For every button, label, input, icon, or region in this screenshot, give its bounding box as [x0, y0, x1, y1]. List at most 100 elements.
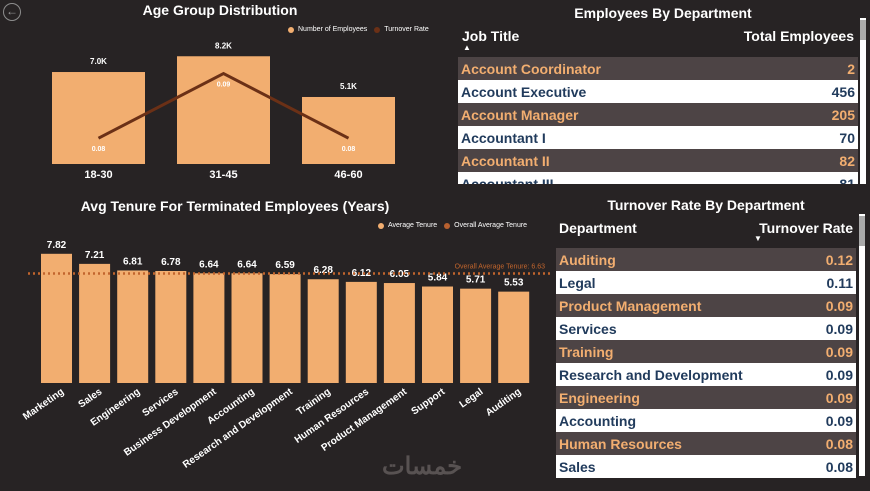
table-row[interactable]: Training 0.09	[556, 340, 856, 363]
emp-table-scroll-thumb[interactable]	[860, 20, 866, 40]
legend-dot-turnover	[374, 26, 381, 33]
row-value: 0.09	[825, 297, 853, 314]
table-row[interactable]: Auditing 0.12	[556, 248, 856, 271]
tenure-bar-data-label: 5.53	[504, 278, 524, 289]
sort-descending-icon[interactable]: ▼	[754, 234, 762, 243]
table-row[interactable]: Accountant II 82	[458, 149, 858, 172]
turnover-data-label: 0.08	[342, 146, 356, 153]
table-row[interactable]: Accountant I 70	[458, 126, 858, 149]
row-value: 70	[839, 129, 855, 146]
back-arrow-icon: ←	[6, 4, 18, 18]
row-value: 2	[847, 60, 855, 77]
row-label: Engineering	[559, 389, 640, 406]
col-header-turnover-rate[interactable]: Turnover Rate	[759, 220, 853, 236]
tenure-chart-legend: Average Tenure Overall Average Tenure	[378, 222, 527, 229]
table-row[interactable]: Engineering 0.09	[556, 386, 856, 409]
age-chart-title: Age Group Distribution	[142, 2, 298, 18]
legend-label-avg-tenure: Average Tenure	[388, 222, 438, 229]
row-label: Services	[559, 320, 617, 337]
tenure-category-label: Sales	[77, 386, 105, 410]
table-row[interactable]: Product Management 0.09	[556, 294, 856, 317]
tenure-category-label: Auditing	[484, 386, 524, 418]
row-value: 0.08	[825, 435, 853, 452]
tenure-bar[interactable]	[41, 253, 72, 383]
tenure-bar[interactable]	[460, 288, 492, 383]
tenure-bar[interactable]	[155, 270, 187, 383]
row-value: 0.09	[825, 366, 853, 383]
row-label: Accountant II	[461, 152, 550, 169]
row-value: 456	[831, 83, 855, 100]
age-bar-data-label: 8.2K	[215, 41, 232, 50]
turnover-data-label: 0.09	[217, 82, 231, 89]
turn-table-scrollbar[interactable]	[859, 214, 865, 476]
sort-ascending-icon[interactable]: ▲	[463, 43, 471, 52]
tenure-chart-title: Avg Tenure For Terminated Employees (Yea…	[80, 198, 390, 214]
legend-label-turnover: Turnover Rate	[384, 26, 429, 33]
tenure-bar[interactable]	[498, 291, 530, 383]
emp-table-title: Employees By Department	[574, 5, 752, 21]
table-row[interactable]: Services 0.09	[556, 317, 856, 340]
tenure-bar[interactable]	[117, 270, 149, 383]
tenure-category-label: Legal	[458, 386, 486, 410]
row-value: 0.09	[825, 343, 853, 360]
tenure-bar[interactable]	[193, 273, 225, 383]
row-value: 205	[831, 106, 855, 123]
age-category-label: 18-30	[84, 169, 112, 181]
row-value: 0.08	[825, 458, 853, 475]
row-value: 0.09	[825, 412, 853, 429]
emp-table-scrollbar[interactable]	[860, 18, 866, 184]
turn-table-title: Turnover Rate By Department	[607, 197, 805, 213]
tenure-bar[interactable]	[269, 274, 301, 383]
overall-average-tenure-label: Overall Average Tenure: 6.63	[455, 263, 546, 270]
watermark-logo: خمسات	[382, 453, 463, 480]
tenure-bar[interactable]	[307, 279, 339, 383]
age-bar-data-label: 5.1K	[340, 82, 357, 91]
legend-dot-overall	[444, 222, 451, 229]
col-header-department[interactable]: Department	[559, 220, 637, 236]
row-label: Accountant I	[461, 129, 546, 146]
table-row[interactable]: Accountant III 81	[458, 172, 858, 184]
tenure-bar[interactable]	[345, 281, 377, 383]
tenure-bar-data-label: 6.64	[237, 259, 257, 270]
table-row[interactable]: Account Manager 205	[458, 103, 858, 126]
tenure-bar-data-label: 6.81	[123, 256, 143, 267]
table-row[interactable]: Sales 0.08	[556, 455, 856, 478]
table-row[interactable]: Research and Development 0.09	[556, 363, 856, 386]
row-label: Product Management	[559, 297, 702, 314]
tenure-category-label: Marketing	[21, 386, 66, 422]
row-label: Account Coordinator	[461, 60, 601, 77]
row-label: Research and Development	[559, 366, 743, 383]
row-value: 0.09	[825, 389, 853, 406]
legend-label-employees: Number of Employees	[298, 26, 368, 33]
tenure-bar[interactable]	[79, 263, 111, 383]
tenure-bar-data-label: 6.59	[275, 260, 295, 271]
table-row[interactable]: Account Coordinator 2	[458, 57, 858, 80]
tenure-bar-data-label: 7.21	[85, 250, 105, 261]
age-bar[interactable]	[302, 96, 395, 164]
turn-table-body: Auditing 0.12 Legal 0.11 Product Managemen…	[556, 248, 856, 478]
table-row[interactable]: Accounting 0.09	[556, 409, 856, 432]
row-label: Account Manager	[461, 106, 579, 123]
row-value: 0.11	[826, 274, 853, 291]
tenure-chart: 7.82Marketing7.21Sales6.81Engineering6.7…	[21, 240, 550, 471]
tenure-bar[interactable]	[422, 286, 453, 383]
row-value: 81	[839, 175, 855, 185]
row-label: Training	[559, 343, 614, 360]
tenure-bar-data-label: 6.12	[352, 268, 372, 279]
col-header-total-employees[interactable]: Total Employees	[743, 28, 854, 44]
back-button[interactable]: ←	[3, 3, 21, 21]
table-row[interactable]: Legal 0.11	[556, 271, 856, 294]
tenure-bar-data-label: 6.64	[199, 259, 219, 270]
table-row[interactable]: Human Resources 0.08	[556, 432, 856, 455]
tenure-bar[interactable]	[383, 283, 415, 383]
table-row[interactable]: Account Executive 456	[458, 80, 858, 103]
age-chart-legend: Number of Employees Turnover Rate	[288, 26, 429, 33]
turn-table-header: Department Turnover Rate	[559, 220, 853, 236]
age-bar[interactable]	[52, 72, 145, 164]
turn-table-scroll-thumb[interactable]	[859, 216, 865, 246]
col-header-job-title[interactable]: Job Title	[462, 28, 520, 44]
emp-table-header: Job Title Total Employees	[462, 28, 854, 44]
tenure-bar[interactable]	[231, 273, 263, 383]
age-category-label: 31-45	[209, 169, 237, 181]
age-bar-data-label: 7.0K	[90, 57, 107, 66]
